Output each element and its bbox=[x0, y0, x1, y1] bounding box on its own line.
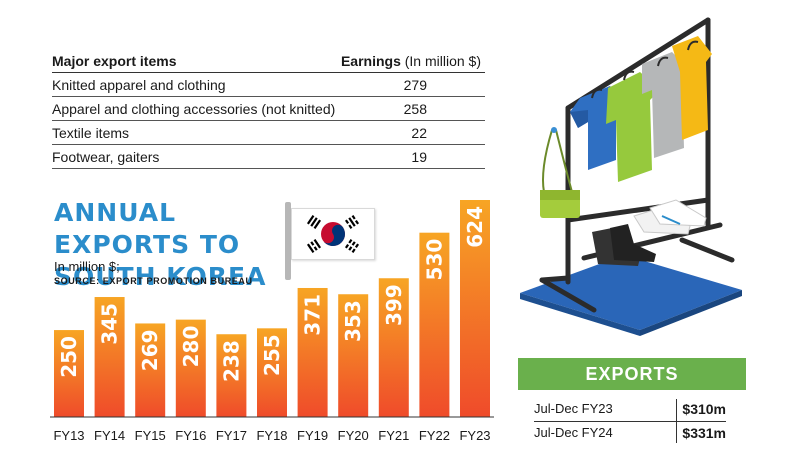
header-earnings-label: Earnings bbox=[340, 53, 401, 69]
floor-mat bbox=[520, 255, 742, 330]
x-tick-label: FY15 bbox=[135, 428, 166, 443]
bar-fy22 bbox=[419, 232, 450, 417]
bar-fy20 bbox=[338, 294, 369, 417]
table-item-cell: Apparel and clothing accessories (not kn… bbox=[52, 96, 340, 121]
shirt-green-icon bbox=[606, 72, 660, 182]
x-tick-label: FY18 bbox=[256, 428, 287, 443]
bar-value-label: 280 bbox=[179, 326, 203, 368]
x-tick-label: FY13 bbox=[53, 428, 84, 443]
bar-value-label: 269 bbox=[138, 329, 162, 371]
x-tick-label: FY16 bbox=[175, 428, 206, 443]
bar-fy21 bbox=[378, 278, 409, 417]
bar-fy18 bbox=[257, 328, 287, 417]
shirt-gray-icon bbox=[642, 52, 690, 158]
shirt-yellow-icon bbox=[672, 36, 712, 140]
bar-fy19 bbox=[297, 287, 328, 417]
bar-fy16 bbox=[175, 319, 206, 417]
bar-fy15 bbox=[135, 323, 166, 417]
table-value-cell: 22 bbox=[339, 120, 485, 145]
table-value-cell: 279 bbox=[339, 72, 485, 97]
x-tick-label: FY20 bbox=[338, 428, 369, 443]
bar-value-label: 345 bbox=[98, 303, 122, 345]
chart-source: SOURCE: EXPORT PROMOTION BUREAU bbox=[54, 276, 253, 286]
bar-value-label: 250 bbox=[57, 336, 81, 378]
bar-value-label: 624 bbox=[463, 206, 487, 248]
header-earnings: Earnings (In million $) bbox=[339, 50, 485, 73]
exports-column-divider bbox=[676, 399, 677, 443]
export-items-table: Major export items Earnings (In million … bbox=[52, 50, 485, 169]
table-row: Knitted apparel and clothing 279 bbox=[52, 72, 485, 97]
bar-value-label: 371 bbox=[301, 294, 325, 336]
flag-emblem-icon bbox=[306, 215, 360, 253]
sneakers-icon bbox=[633, 199, 707, 235]
exports-row: Jul-Dec FY23 $310m bbox=[534, 401, 726, 419]
chart-unit-label: In million $; bbox=[54, 259, 120, 274]
exports-period: Jul-Dec FY24 bbox=[534, 425, 613, 440]
exports-divider bbox=[534, 421, 726, 422]
bar-value-label: 399 bbox=[382, 284, 406, 326]
table-item-cell: Textile items bbox=[52, 120, 340, 145]
bar-fy14 bbox=[94, 297, 125, 417]
table-row: Apparel and clothing accessories (not kn… bbox=[52, 96, 485, 121]
table-value-cell: 19 bbox=[339, 144, 485, 169]
header-item: Major export items bbox=[52, 50, 340, 73]
exports-amount: $310m bbox=[682, 401, 726, 417]
x-tick-label: FY19 bbox=[297, 428, 328, 443]
x-tick-label: FY21 bbox=[378, 428, 409, 443]
x-tick-label: FY17 bbox=[216, 428, 247, 443]
bar-value-label: 353 bbox=[341, 300, 365, 342]
table-row: Textile items 22 bbox=[52, 120, 485, 145]
header-earnings-unit: (In million $) bbox=[404, 53, 481, 69]
exports-row: Jul-Dec FY24 $331m bbox=[534, 425, 726, 443]
x-tick-label: FY23 bbox=[459, 428, 490, 443]
boots-icon bbox=[592, 224, 656, 266]
bar-value-label: 238 bbox=[219, 340, 243, 382]
exports-header: EXPORTS bbox=[518, 358, 746, 390]
bar-value-label: 530 bbox=[422, 239, 446, 281]
table-item-cell: Knitted apparel and clothing bbox=[52, 72, 340, 97]
exports-amount: $331m bbox=[682, 425, 726, 441]
bar-value-label: 255 bbox=[260, 334, 284, 376]
exports-period: Jul-Dec FY23 bbox=[534, 401, 613, 416]
bar-fy13 bbox=[54, 330, 84, 417]
table-row: Footwear, gaiters 19 bbox=[52, 144, 485, 169]
flagpole bbox=[285, 202, 291, 280]
chart-title: ANNUAL EXPORTS TO SOUTH KOREA bbox=[54, 198, 267, 291]
handbag-icon bbox=[540, 127, 580, 218]
table-item-cell: Footwear, gaiters bbox=[52, 144, 340, 169]
x-tick-label: FY22 bbox=[419, 428, 450, 443]
table-header-row: Major export items Earnings (In million … bbox=[52, 50, 485, 73]
table-value-cell: 258 bbox=[339, 96, 485, 121]
clothing-rack-illustration bbox=[520, 17, 742, 336]
south-korea-flag-icon bbox=[291, 208, 375, 260]
bar-fy17 bbox=[216, 334, 247, 417]
bar-fy23 bbox=[460, 200, 490, 417]
x-tick-label: FY14 bbox=[94, 428, 125, 443]
